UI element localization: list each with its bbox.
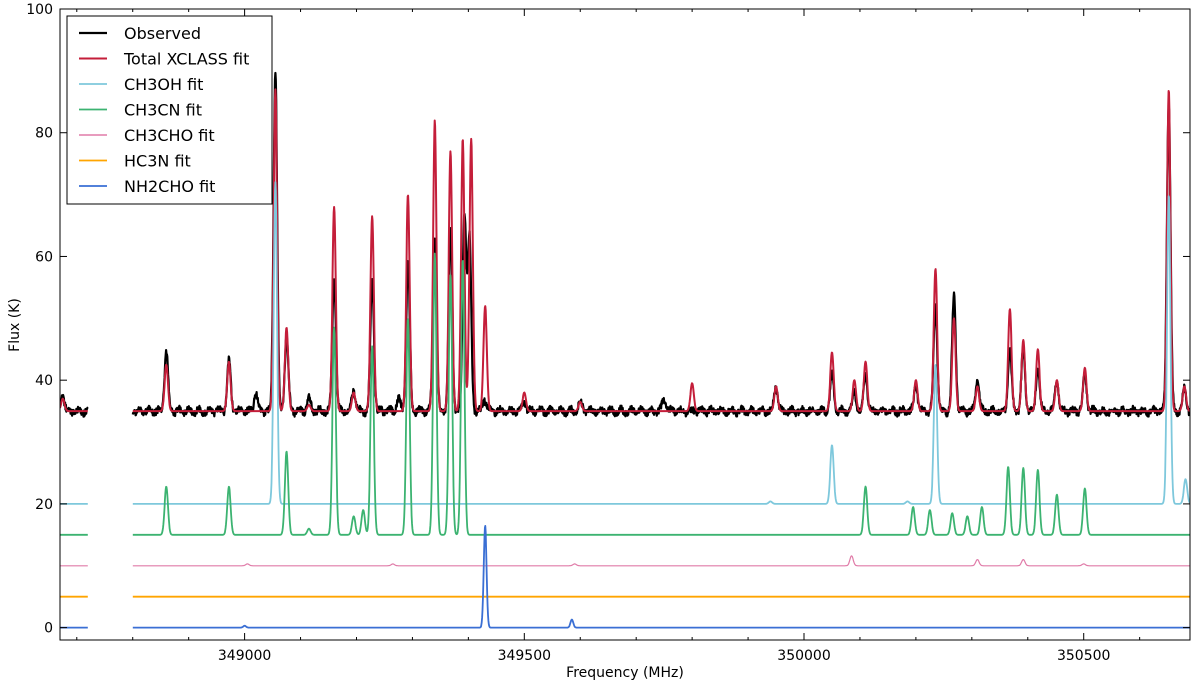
x-tick-label: 349000 bbox=[218, 648, 271, 664]
legend-label: NH2CHO fit bbox=[124, 177, 215, 196]
y-tick-label: 100 bbox=[26, 2, 53, 18]
legend-label: HC3N fit bbox=[124, 152, 191, 171]
legend-label: CH3CN fit bbox=[124, 101, 202, 120]
y-tick-label: 80 bbox=[35, 126, 53, 142]
x-tick-label: 350500 bbox=[1057, 648, 1110, 664]
legend-label: CH3CHO fit bbox=[124, 126, 215, 145]
series-line-total-xclass-fit bbox=[60, 88, 1190, 413]
series-line-ch3cn-fit bbox=[60, 252, 1190, 536]
x-tick-label: 350000 bbox=[777, 648, 830, 664]
series-line-nh2cho-fit bbox=[60, 525, 1190, 629]
x-tick-label: 349500 bbox=[498, 648, 551, 664]
legend-label: CH3OH fit bbox=[124, 75, 203, 94]
legend-entries: Observed Total XCLASS fit CH3OH fit CH3CN f… bbox=[79, 24, 249, 196]
legend-label: Total XCLASS fit bbox=[123, 50, 249, 69]
y-tick-label: 40 bbox=[35, 373, 53, 389]
legend-label: Observed bbox=[124, 24, 201, 43]
y-tick-label: 60 bbox=[35, 249, 53, 265]
series-line-ch3oh-fit bbox=[60, 181, 1190, 505]
series-layer bbox=[60, 71, 1190, 629]
y-tick-label: 20 bbox=[35, 497, 53, 513]
y-tick-label: 0 bbox=[44, 621, 53, 637]
legend: Observed Total XCLASS fit CH3OH fit CH3CN f… bbox=[66, 15, 273, 205]
plot-frame bbox=[59, 8, 1191, 641]
x-axis-label: Frequency (MHz) bbox=[566, 665, 684, 681]
series-line-ch3cho-fit bbox=[60, 555, 1190, 567]
axis-ticks: 349000 349500 350000 350500 0 20 40 60 80 100 bbox=[26, 2, 1190, 664]
y-axis-label: Flux (K) bbox=[7, 298, 23, 352]
